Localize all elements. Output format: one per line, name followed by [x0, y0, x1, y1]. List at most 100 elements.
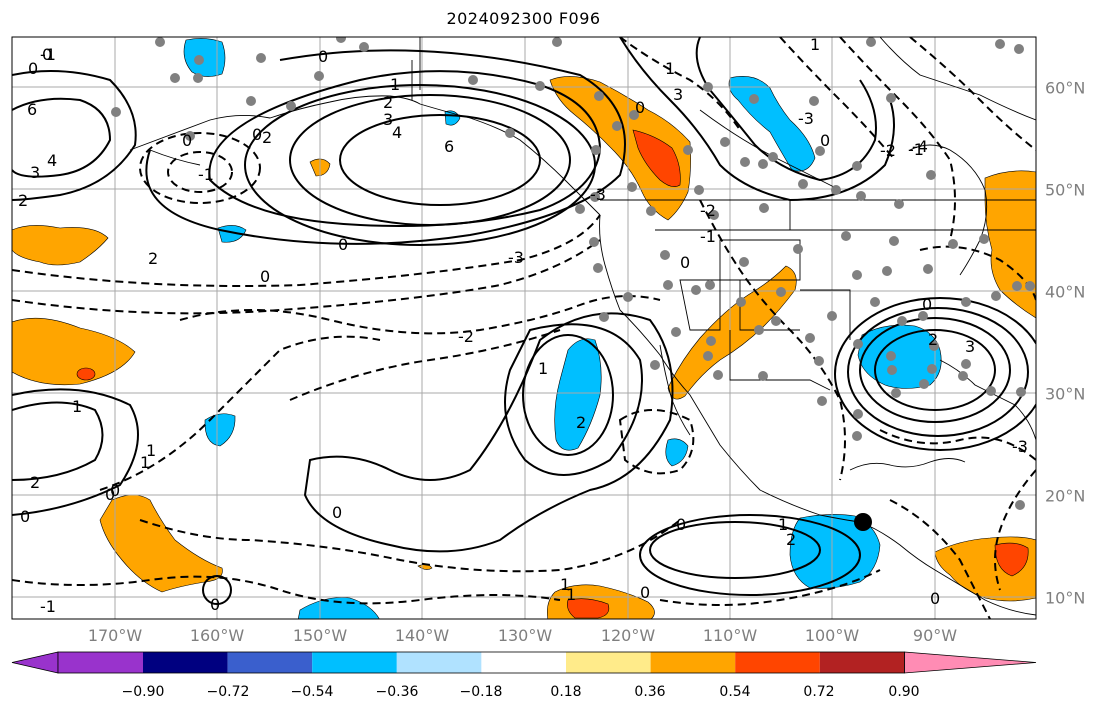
lon-label: 90°W	[912, 626, 958, 645]
colorbar-segment	[650, 652, 736, 673]
colorbar-segment	[735, 652, 820, 673]
contour-label: 0	[680, 253, 690, 272]
shade-blue	[665, 438, 689, 467]
contour-label: 2	[148, 249, 158, 268]
contour-label: 6	[27, 100, 37, 119]
colorbar-segment	[819, 652, 905, 673]
lon-label: 140°W	[394, 626, 450, 645]
shade-orange	[12, 317, 136, 386]
contour-label: 0	[640, 583, 650, 602]
contour-label: 2	[18, 191, 28, 210]
lat-label: 20°N	[1045, 486, 1086, 506]
shade-blue	[789, 514, 881, 589]
colorbar-tick-label: −0.90	[121, 684, 165, 700]
contour-label: 6	[444, 137, 454, 156]
lat-label: 10°N	[1045, 588, 1086, 608]
lon-label: 160°W	[189, 626, 245, 645]
colorbar-segment	[312, 652, 397, 673]
contour-label: -3	[1012, 437, 1028, 456]
contour-label: 0	[260, 267, 270, 286]
contour-label: -1	[40, 45, 56, 64]
colorbar-segment	[566, 652, 651, 673]
contour-label: 2	[30, 473, 40, 492]
contour-label: 0	[28, 59, 38, 78]
contour-label: 0	[105, 485, 115, 504]
dashed-contours	[12, 37, 1036, 619]
contour-label: -4	[912, 137, 928, 156]
colorbar-tick-label: 0.90	[888, 684, 920, 700]
colorbar-tick-label: −0.18	[459, 684, 503, 700]
shade-orange	[12, 225, 109, 266]
colorbar-extend-high	[904, 651, 1037, 674]
shade-blue	[204, 413, 236, 447]
contour-label: 3	[673, 85, 683, 104]
lon-label: 100°W	[804, 626, 860, 645]
contour-label: 0	[42, 45, 52, 64]
colorbar-segment	[143, 652, 228, 673]
colorbar-tick-label: 0.54	[719, 684, 751, 700]
contour-label: 4	[392, 123, 402, 142]
lat-label: 30°N	[1045, 384, 1086, 404]
colorbar-segment	[58, 652, 143, 673]
contour-label: 0	[110, 481, 120, 500]
shade-blue	[217, 225, 247, 243]
contour-label: 1	[390, 75, 400, 94]
shade-blue	[554, 338, 602, 451]
map-frame	[11, 36, 1037, 620]
shade-blue	[297, 597, 380, 619]
contour-label: -3	[798, 109, 814, 128]
contour-label: 0	[930, 589, 940, 608]
lat-label: 50°N	[1045, 180, 1086, 200]
contour-label: 1	[560, 575, 570, 594]
contour-label: 1	[810, 35, 820, 54]
contour-label: 2	[928, 330, 938, 349]
lon-label: 110°W	[702, 626, 758, 645]
lon-label: 130°W	[497, 626, 553, 645]
colorbar-outline	[57, 651, 905, 674]
colorbar-tick-label: −0.36	[375, 684, 419, 700]
colorbar-tick-label: 0.36	[634, 684, 666, 700]
colorbar-tick-label: 0.18	[550, 684, 582, 700]
contour-label: 0	[252, 125, 262, 144]
contour-label: 0	[922, 295, 932, 314]
colorbar-segment	[227, 652, 313, 673]
shade-orange	[667, 265, 797, 400]
contour-label: -2	[700, 201, 716, 220]
contour-label: -2	[880, 141, 896, 160]
contour-label: 1	[146, 441, 156, 460]
contour-labels: -1 0 0 1 1 2 3 4 6 -1 0 6 4 3 2 0 2 0 -3…	[18, 35, 1028, 616]
contour-label: 1	[538, 359, 548, 378]
shade-red	[994, 542, 1029, 577]
coastlines	[129, 37, 1036, 616]
colorbar-extend-low	[11, 651, 59, 674]
lat-label: 60°N	[1045, 78, 1086, 98]
colorbar-segment	[396, 652, 482, 673]
lon-label: 150°W	[292, 626, 348, 645]
shade-red	[567, 598, 610, 619]
contour-label: 1	[665, 59, 675, 78]
contour-label: 3	[965, 337, 975, 356]
shade-blue	[183, 38, 226, 77]
colorbar-tick-label: −0.54	[290, 684, 334, 700]
contour-label: 0	[820, 131, 830, 150]
shade-orange	[99, 494, 223, 593]
contour-label: 0	[210, 595, 220, 614]
contour-label: -1	[908, 140, 924, 159]
colorbar-tick-label: −0.72	[206, 684, 250, 700]
lon-label: 170°W	[87, 626, 143, 645]
contour-label: 2	[383, 93, 393, 112]
shaded-anomalies	[12, 38, 1036, 619]
contour-label: -3	[508, 248, 524, 267]
station-dots	[111, 37, 1035, 510]
contour-label: -1	[198, 165, 214, 184]
contour-label: 0	[182, 131, 192, 150]
contour-label: 0	[20, 507, 30, 526]
storm-center-marker	[854, 513, 872, 531]
contour-label: -1	[700, 227, 716, 246]
contour-label: 0	[338, 235, 348, 254]
contour-label: 0	[635, 98, 645, 117]
contour-label: 2	[576, 413, 586, 432]
contour-label: 2	[786, 530, 796, 549]
colorbar	[11, 651, 1037, 674]
